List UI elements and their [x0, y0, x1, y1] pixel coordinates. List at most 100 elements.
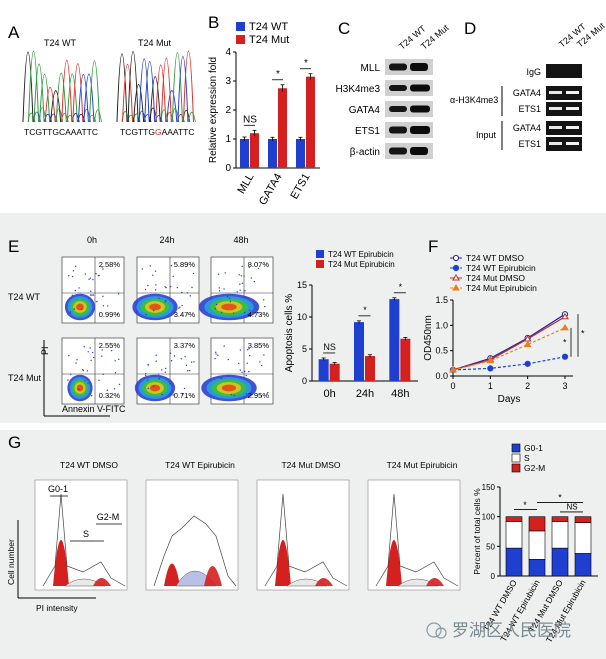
flow-event [90, 290, 92, 293]
flow-event [193, 361, 195, 363]
flow-event [118, 383, 121, 386]
flow-event [263, 354, 265, 356]
legend-label: G0-1 [524, 443, 543, 453]
flow-event [90, 359, 92, 362]
chromatogram-peak [116, 53, 128, 123]
flow-event [91, 294, 93, 296]
flow-event [257, 312, 260, 314]
chromatogram-peak [50, 90, 62, 123]
blot-band-wt [389, 106, 407, 112]
data-point [561, 312, 569, 320]
flow-event [221, 377, 223, 380]
flow-event [214, 357, 216, 360]
flow-event [68, 354, 70, 357]
flow-event [178, 307, 180, 309]
flow-event [238, 274, 240, 276]
flow-event [107, 305, 109, 307]
flow-event [161, 369, 163, 371]
chromatogram-peak [88, 60, 100, 123]
flow-event [165, 286, 167, 289]
flow-event [253, 280, 256, 283]
stacked-bar-segment [528, 530, 546, 560]
flow-density [149, 303, 161, 311]
flow-event [102, 373, 104, 376]
flow-event [229, 297, 231, 300]
flow-event [71, 294, 74, 297]
chromatogram-peak [149, 76, 161, 123]
flow-event [227, 375, 230, 378]
chromatogram-peak [155, 64, 167, 123]
flow-event [89, 294, 92, 296]
y-tick-label: 0 [225, 163, 231, 174]
watermark-icon [426, 622, 442, 638]
gel-band-wt [549, 107, 562, 110]
blot-band-mut [410, 84, 430, 92]
flow-event [152, 274, 154, 276]
flow-event [147, 379, 149, 381]
chromatogram-peak [83, 73, 95, 123]
histogram-trace [375, 493, 459, 587]
flow-event [67, 275, 70, 277]
flow-event [145, 372, 147, 375]
y-tick-label: 2 [225, 105, 231, 116]
flow-event [98, 379, 100, 381]
flow-quadrant-bottom: 0.71% [174, 391, 196, 400]
flow-event [152, 385, 155, 388]
flow-time-label: 0h [87, 235, 97, 245]
data-point [524, 360, 531, 367]
flow-y-label: PI [40, 346, 50, 355]
flow-event [243, 275, 245, 277]
flow-event [241, 282, 244, 284]
bar [365, 356, 375, 381]
flow-event [147, 387, 149, 390]
flow-event [180, 358, 182, 360]
flow-event [87, 351, 89, 353]
flow-event [78, 388, 80, 390]
stacked-bar-segment [574, 553, 592, 577]
flow-event [172, 300, 175, 302]
y-tick-label: 10 [297, 312, 307, 322]
flow-quadrant-bottom: 0.32% [99, 391, 121, 400]
legend-label: T24 WT DMSO [466, 253, 524, 263]
flow-row-label: T24 WT [8, 292, 41, 302]
chromatogram-mut [116, 50, 196, 123]
blot-band-wt [389, 147, 407, 155]
flow-event [78, 287, 80, 289]
flow-event [215, 353, 217, 355]
series-line [452, 313, 566, 371]
legend-swatch [511, 463, 521, 473]
legend-swatch [511, 443, 521, 453]
blot-row-label: ETS1 [355, 126, 380, 137]
flow-event [92, 356, 95, 359]
legend-label: T24 Mut Epirubicin [328, 260, 395, 269]
flow-event [181, 393, 184, 395]
y-tick-label: 100 [482, 513, 496, 522]
flow-event [73, 308, 76, 310]
histogram-plot [367, 479, 461, 591]
chromatogram-peak [66, 73, 78, 123]
bar [329, 363, 340, 381]
flow-event [215, 351, 217, 354]
flow-event [145, 314, 147, 316]
y-tick-label: 1.5 [435, 295, 448, 305]
g0-1-peak [53, 540, 69, 586]
gel-lane [546, 86, 582, 100]
flow-event [187, 313, 189, 315]
chromatogram-peak [122, 64, 134, 123]
gel-igg-lane [546, 64, 582, 78]
panel-label-e: E [8, 237, 19, 256]
flow-quadrant-bottom: 3.47% [174, 310, 196, 319]
data-point [449, 365, 457, 373]
legend-label: T24 WT [249, 21, 288, 33]
chromatogram-peak [28, 50, 40, 123]
legend-label: T24 Mut Epirubicin [466, 283, 537, 293]
stacked-bar-segment [528, 559, 546, 577]
flow-event [264, 305, 266, 308]
flow-event [154, 270, 157, 272]
flow-event [69, 312, 72, 314]
blot-row-label: MLL [361, 63, 381, 74]
data-point [452, 274, 460, 281]
cell-cycle-histograms-g: T24 WT DMSO T24 WT Epirubicin T24 Mut DMSO… [6, 460, 461, 613]
y-axis-label: Percent of total cells % [472, 488, 482, 575]
legend-label: T24 Mut DMSO [466, 273, 525, 283]
